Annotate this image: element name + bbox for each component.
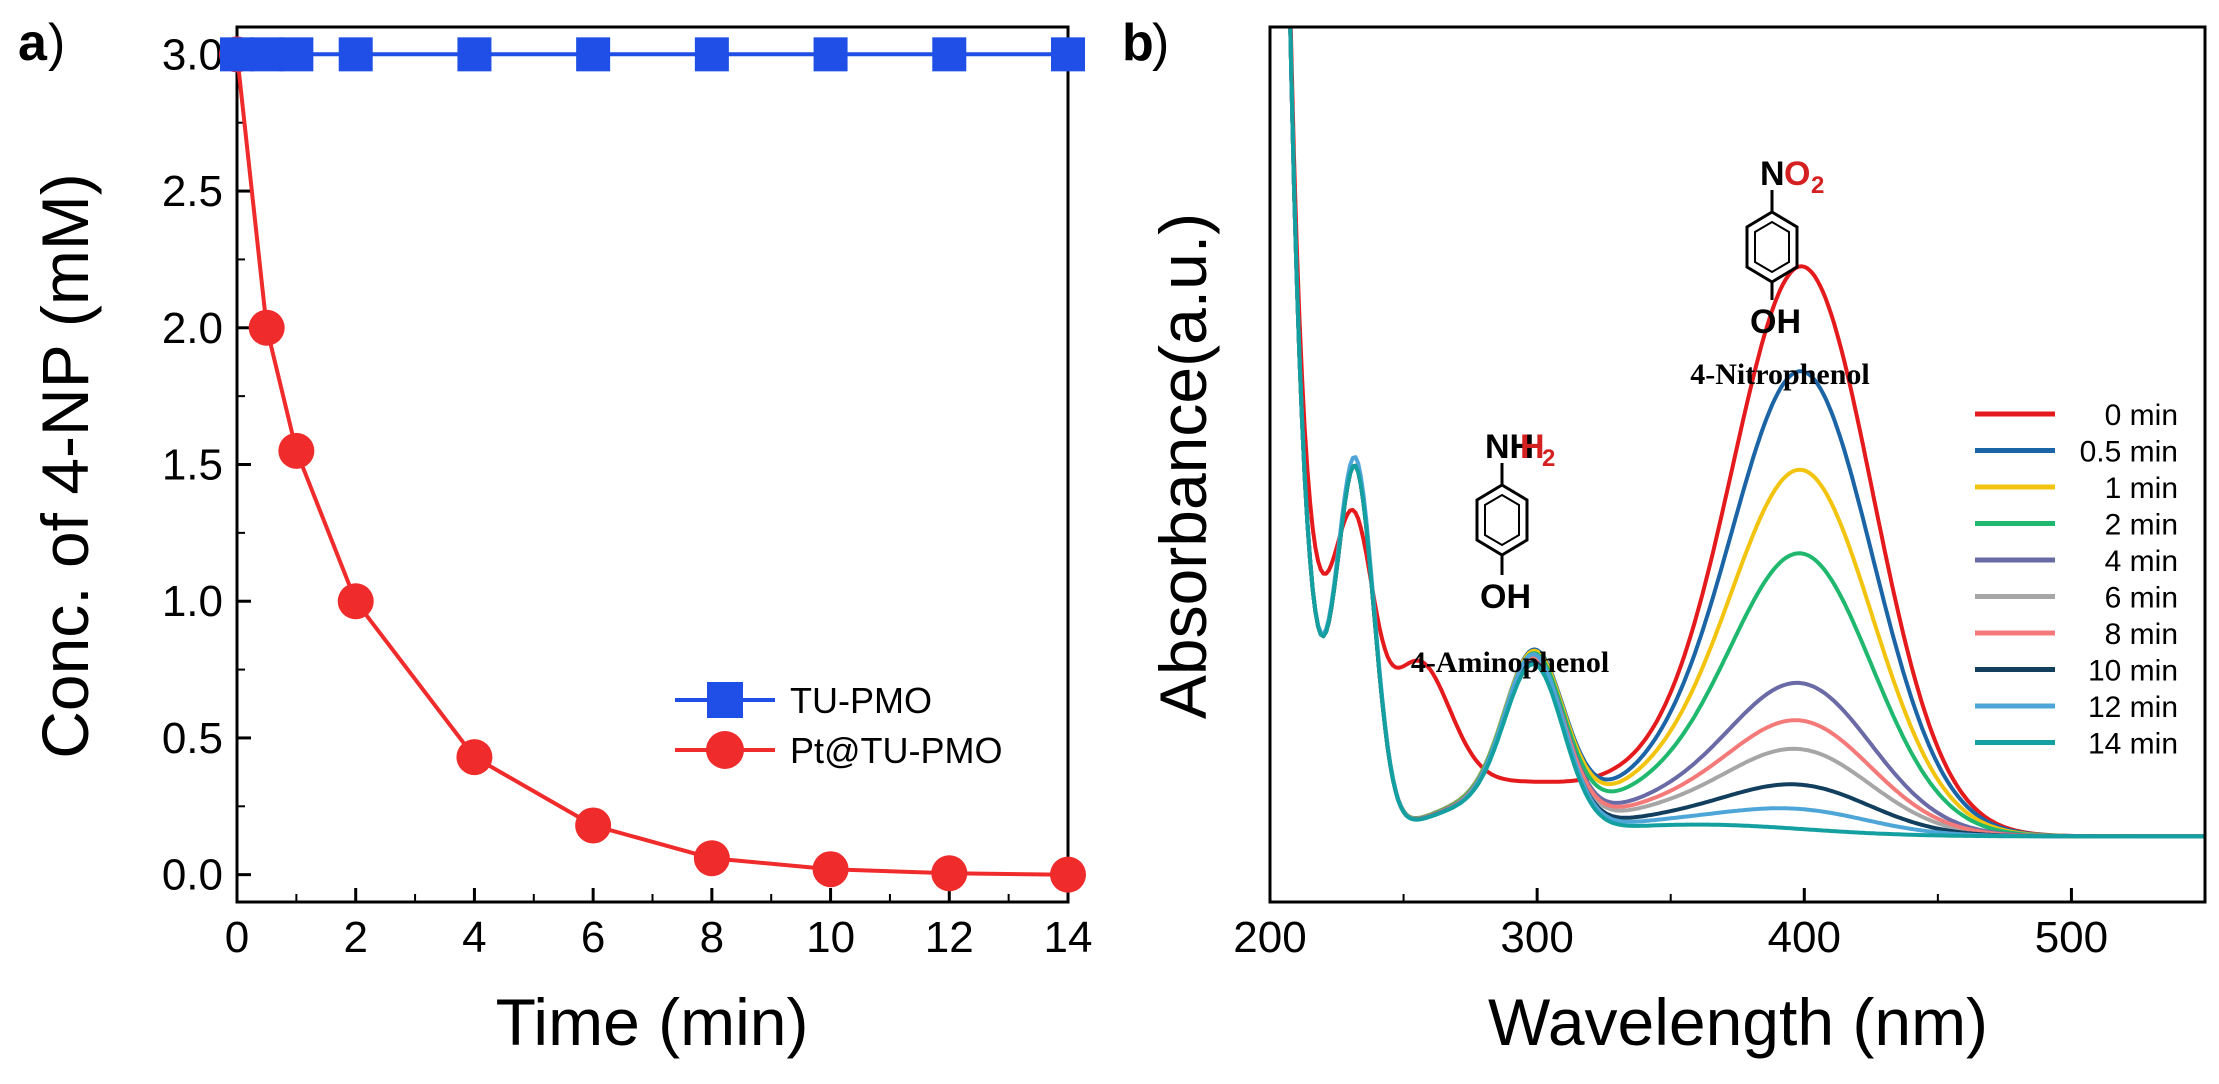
b-y-axis-title: Absorbance(a.u.) — [1146, 213, 1220, 719]
b-x-tick-label: 400 — [1768, 913, 1841, 962]
a-y-tick-label: 2.0 — [162, 304, 223, 353]
a-x-tick-label: 0 — [225, 913, 249, 962]
pt-tu-pmo-line — [235, 54, 1069, 877]
a-x-tick-label: 12 — [925, 913, 974, 962]
legend-8-min-label: 8 min — [2105, 618, 2178, 651]
pt-tu-pmo-point — [693, 840, 730, 877]
a-y-tick-label: 1.0 — [162, 577, 223, 626]
legend-0-min-label: 0 min — [2105, 399, 2178, 432]
legend-4-min-label: 4 min — [2105, 545, 2178, 578]
tu-pmo-point — [694, 37, 729, 72]
tu-pmo-point — [813, 37, 848, 72]
tu-pmo-point — [279, 37, 314, 72]
legend-pt-tu-pmo-marker — [706, 731, 744, 769]
b-x-tick-label: 300 — [1500, 913, 1573, 962]
panel-b-label: b — [1122, 14, 1154, 72]
a-x-tick-label: 8 — [700, 913, 724, 962]
a-y-tick-label: 0.5 — [162, 714, 223, 763]
nitrophenol-n: N — [1760, 155, 1785, 193]
nitrophenol-label: 4-Nitrophenol — [1690, 358, 1869, 391]
aminophenol-structure: NH H 2 OH 4-Aminophenol — [1411, 428, 1609, 679]
b-x-tick-label: 500 — [2035, 913, 2108, 962]
legend-6-min-label: 6 min — [2105, 582, 2178, 615]
pt-tu-pmo-point — [337, 583, 374, 620]
panel-b: b ) 200 300 400 500 Wavelength (nm) Absorba… — [1122, 14, 2207, 1059]
a-x-tick-label: 6 — [581, 913, 605, 962]
a-series — [219, 36, 1086, 893]
nitrophenol-o: O — [1784, 155, 1810, 193]
legend-2-min-label: 2 min — [2105, 509, 2178, 542]
pt-tu-pmo-point — [812, 851, 849, 888]
legend-1-min-label: 1 min — [2105, 472, 2178, 505]
plot-b-frame — [1268, 25, 2207, 904]
tu-pmo-point — [576, 37, 611, 72]
a-legend: TU-PMO Pt@TU-PMO — [675, 680, 1003, 771]
pt-tu-pmo-point — [278, 432, 315, 469]
a-x-tick-label: 10 — [806, 913, 855, 962]
a-x-ticks: 0 2 4 6 8 10 12 14 — [225, 888, 1093, 962]
legend-pt-tu-pmo-label: Pt@TU-PMO — [790, 730, 1003, 771]
legend-tu-pmo-marker — [707, 682, 743, 718]
aminophenol-sub: 2 — [1542, 445, 1555, 472]
pt-tu-pmo-point — [931, 855, 968, 892]
panel-a-label: a — [18, 14, 48, 72]
aminophenol-oh: OH — [1480, 578, 1531, 616]
legend-14-min-label: 14 min — [2088, 728, 2178, 761]
aminophenol-ring-inner — [1484, 493, 1520, 547]
a-y-tick-label: 1.5 — [162, 441, 223, 490]
nitrophenol-sub: 2 — [1811, 172, 1824, 199]
a-x-tick-label: 2 — [343, 913, 367, 962]
aminophenol-h: H — [1520, 428, 1545, 466]
aminophenol-nh: NH — [1485, 428, 1534, 466]
nitrophenol-ring-inner — [1754, 220, 1790, 274]
tu-pmo-point — [249, 37, 284, 72]
nitrophenol-oh: OH — [1750, 303, 1801, 341]
pt-tu-pmo-point — [248, 309, 285, 346]
tu-pmo-point — [457, 37, 492, 72]
legend-tu-pmo-label: TU-PMO — [790, 680, 932, 721]
b-series — [1288, 27, 2205, 839]
tu-pmo-point — [1051, 37, 1085, 72]
tu-pmo-point — [338, 37, 373, 72]
a-x-tick-label: 4 — [462, 913, 486, 962]
legend-12-min-label: 12 min — [2088, 691, 2178, 724]
spectrum-0-min — [1288, 27, 2205, 839]
a-x-axis-title: Time (min) — [496, 985, 809, 1059]
a-x-tick-label: 14 — [1044, 913, 1093, 962]
b-x-tick-label: 200 — [1233, 913, 1306, 962]
pt-tu-pmo-point — [1050, 856, 1086, 893]
a-y-tick-label: 0.0 — [162, 851, 223, 900]
pt-tu-pmo-point — [456, 739, 493, 776]
panel-a-paren: ) — [48, 14, 65, 72]
panel-a: a ) 0.0 0.5 1.0 1.5 2.0 2.5 3.0 0 2 4 6 8 10 12 14 Ti… — [18, 14, 1092, 1059]
b-x-ticks: 200 300 400 500 — [1233, 888, 2108, 962]
b-x-axis-title: Wavelength (nm) — [1488, 985, 1988, 1059]
a-y-tick-label: 3.0 — [162, 30, 223, 79]
legend-10-min-label: 10 min — [2088, 655, 2178, 688]
legend-0-5-min-label: 0.5 min — [2080, 436, 2178, 469]
pt-tu-pmo-point — [575, 807, 612, 844]
a-y-ticks: 0.0 0.5 1.0 1.5 2.0 2.5 3.0 — [162, 30, 251, 900]
tu-pmo-point — [932, 37, 967, 72]
a-y-axis-title: Conc. of 4-NP (mM) — [28, 173, 102, 759]
spectrum-14-min — [1288, 27, 2205, 839]
panel-b-paren: ) — [1152, 14, 1169, 72]
a-y-tick-label: 2.5 — [162, 167, 223, 216]
aminophenol-label: 4-Aminophenol — [1411, 646, 1609, 679]
tu-pmo-point — [220, 37, 254, 72]
nitrophenol-structure: N O 2 OH 4-Nitrophenol — [1690, 155, 1869, 391]
